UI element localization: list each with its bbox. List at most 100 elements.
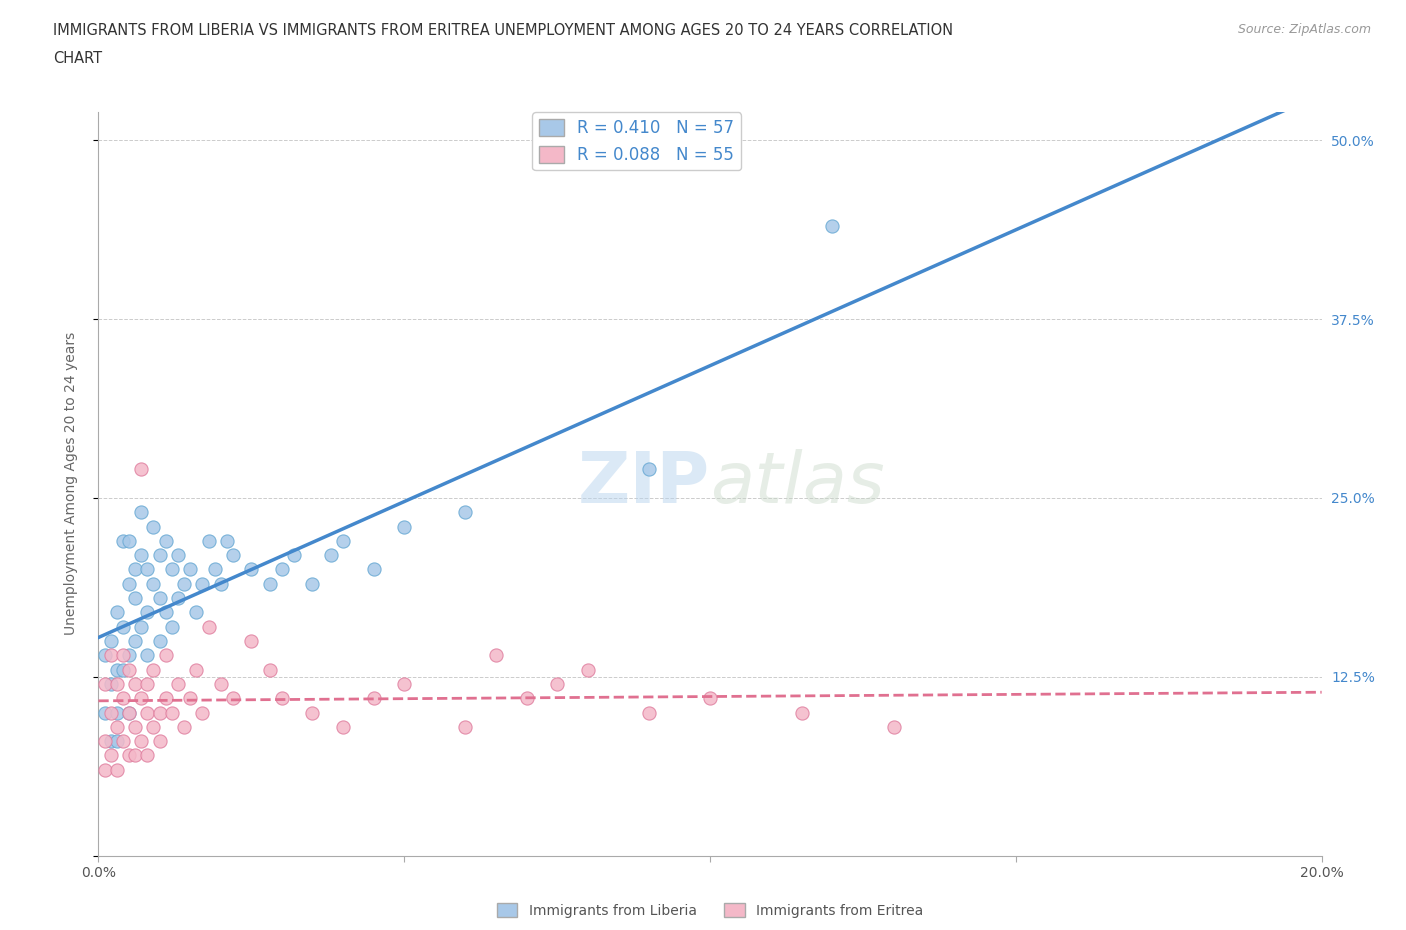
Point [118, 577, 141, 591]
Point [209, 676, 232, 691]
Point [637, 705, 661, 720]
Point [129, 505, 152, 520]
Point [454, 505, 477, 520]
Point [136, 748, 159, 763]
Point [111, 691, 134, 706]
Point [454, 720, 477, 735]
Point [332, 720, 354, 735]
Point [93, 734, 115, 749]
Point [155, 604, 177, 619]
Point [111, 734, 134, 749]
Point [167, 548, 190, 563]
Point [118, 662, 141, 677]
Point [118, 705, 141, 720]
Point [270, 562, 292, 577]
Point [173, 577, 195, 591]
Point [160, 562, 183, 577]
Point [186, 662, 208, 677]
Point [136, 648, 159, 663]
Point [186, 604, 208, 619]
Point [637, 462, 661, 477]
Point [149, 633, 172, 648]
Point [197, 619, 219, 634]
Point [149, 705, 172, 720]
Point [118, 648, 141, 663]
Point [100, 748, 122, 763]
Point [136, 604, 159, 619]
Point [124, 748, 146, 763]
Point [259, 662, 281, 677]
Point [93, 705, 115, 720]
Point [301, 705, 323, 720]
Point [124, 676, 146, 691]
Point [124, 591, 146, 605]
Point [124, 562, 146, 577]
Point [100, 648, 122, 663]
Point [160, 705, 183, 720]
Point [179, 691, 201, 706]
Point [222, 691, 245, 706]
Point [332, 534, 354, 549]
Point [240, 562, 263, 577]
Point [392, 519, 416, 534]
Point [576, 662, 599, 677]
Point [167, 591, 190, 605]
Point [111, 619, 134, 634]
Point [129, 462, 152, 477]
Point [129, 548, 152, 563]
Point [149, 548, 172, 563]
Point [100, 705, 122, 720]
Point [111, 662, 134, 677]
Point [363, 691, 385, 706]
Point [363, 562, 385, 577]
Point [142, 577, 165, 591]
Point [124, 720, 146, 735]
Point [546, 676, 568, 691]
Point [118, 748, 141, 763]
Point [191, 705, 214, 720]
Point [105, 604, 128, 619]
Point [111, 648, 134, 663]
Point [240, 633, 263, 648]
Point [93, 763, 115, 777]
Point [485, 648, 508, 663]
Point [155, 691, 177, 706]
Point [191, 577, 214, 591]
Point [105, 763, 128, 777]
Point [204, 562, 226, 577]
Point [259, 577, 281, 591]
Point [149, 734, 172, 749]
Point [129, 734, 152, 749]
Point [136, 705, 159, 720]
Point [883, 720, 905, 735]
Point [222, 548, 245, 563]
Point [516, 691, 538, 706]
Text: CHART: CHART [53, 51, 103, 66]
Point [197, 534, 219, 549]
Point [124, 633, 146, 648]
Point [209, 577, 232, 591]
Point [155, 534, 177, 549]
Point [105, 662, 128, 677]
Text: ZIP: ZIP [578, 449, 710, 518]
Point [93, 648, 115, 663]
Point [319, 548, 342, 563]
Point [142, 662, 165, 677]
Point [179, 562, 201, 577]
Point [155, 648, 177, 663]
Point [100, 633, 122, 648]
Point [142, 720, 165, 735]
Point [149, 591, 172, 605]
Y-axis label: Unemployment Among Ages 20 to 24 years: Unemployment Among Ages 20 to 24 years [63, 332, 77, 635]
Point [105, 720, 128, 735]
Point [105, 734, 128, 749]
Text: atlas: atlas [710, 449, 884, 518]
Point [118, 705, 141, 720]
Point [93, 676, 115, 691]
Point [111, 534, 134, 549]
Text: IMMIGRANTS FROM LIBERIA VS IMMIGRANTS FROM ERITREA UNEMPLOYMENT AMONG AGES 20 TO: IMMIGRANTS FROM LIBERIA VS IMMIGRANTS FR… [53, 23, 953, 38]
Text: Source: ZipAtlas.com: Source: ZipAtlas.com [1237, 23, 1371, 36]
Legend: Immigrants from Liberia, Immigrants from Eritrea: Immigrants from Liberia, Immigrants from… [491, 897, 929, 923]
Point [270, 691, 292, 706]
Point [118, 534, 141, 549]
